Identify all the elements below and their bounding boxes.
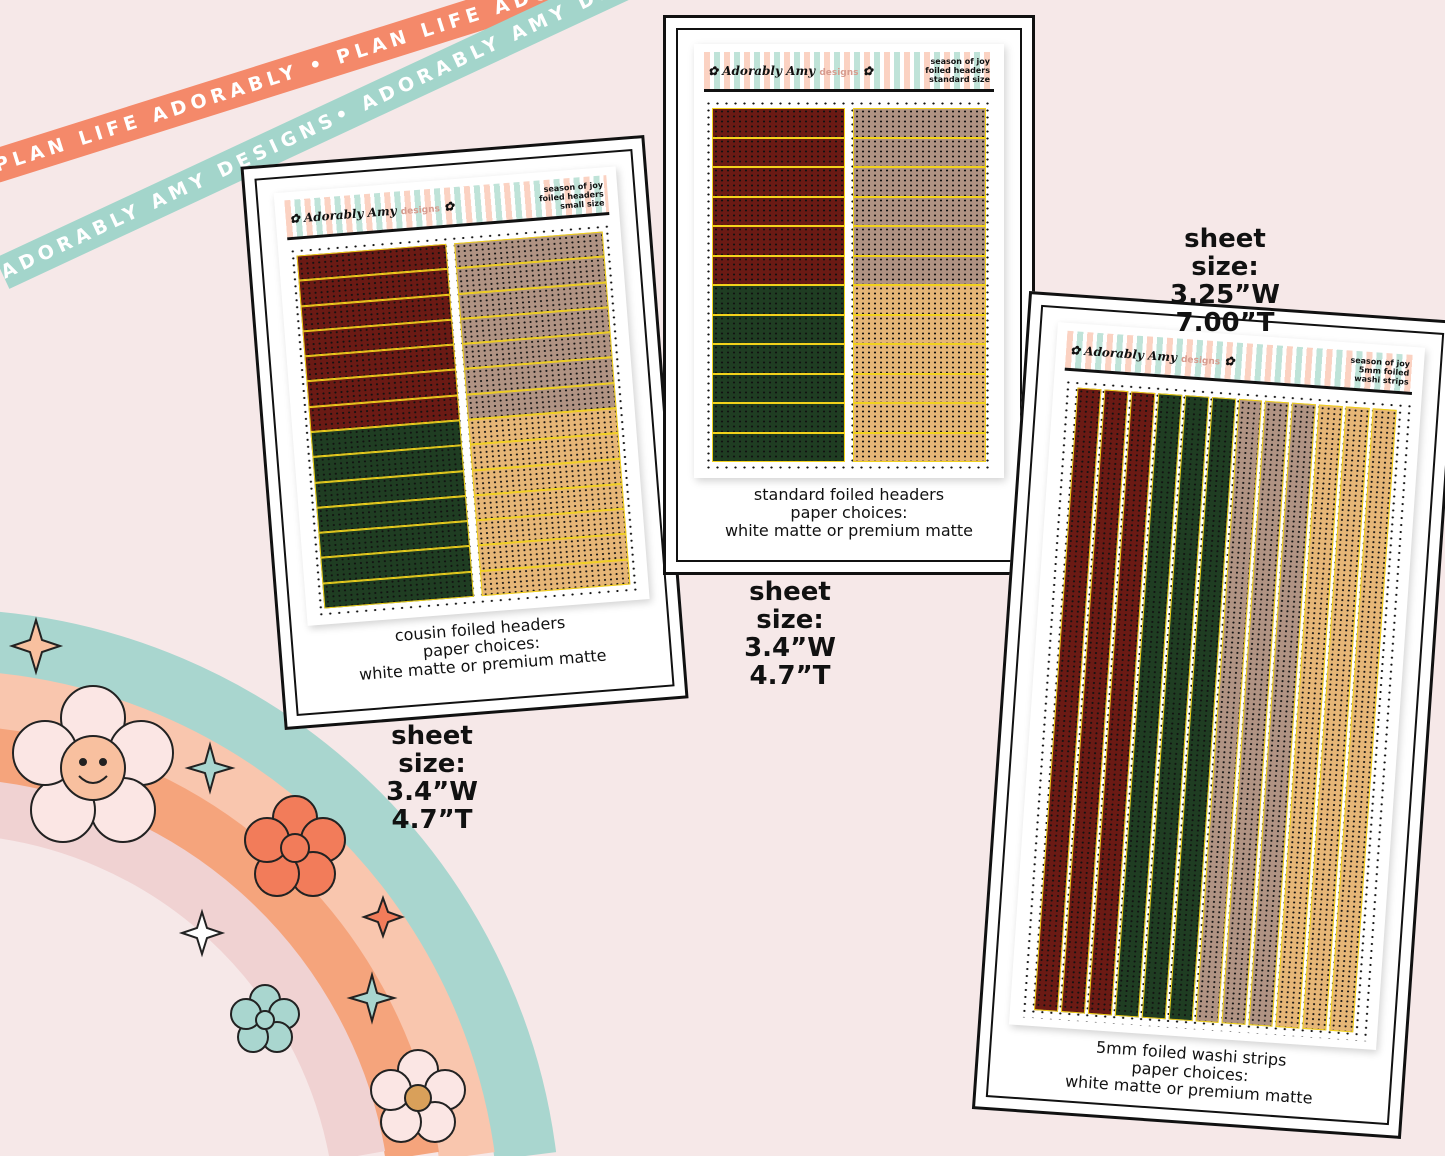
sticker-area xyxy=(288,222,640,618)
smiley-flower-icon xyxy=(12,685,174,843)
header-sticker-maroon xyxy=(712,226,845,256)
product-card-small: ✿ Adorably Amy designs ✿ season of joy fo… xyxy=(240,134,689,731)
sticker-sheet: ✿ Adorably Amy designs ✿ season of joy 5m… xyxy=(1008,322,1426,1051)
header-sticker-maroon xyxy=(712,196,845,226)
card-frame: ✿ Adorably Amy designs ✿ season of joy 5m… xyxy=(985,304,1445,1126)
brand-logo: ✿ Adorably Amy designs ✿ xyxy=(708,63,873,78)
flower-icon xyxy=(230,984,300,1053)
star-icon xyxy=(184,741,236,795)
header-sticker-green xyxy=(712,432,845,462)
card-frame: ✿ Adorably Amy designs ✿ season of joy fo… xyxy=(254,148,675,717)
header-sticker-taupe xyxy=(853,137,986,167)
header-sticker-taupe xyxy=(853,108,986,138)
brand-logo: ✿ Adorably Amy designs ✿ xyxy=(1069,342,1235,368)
sheet-label: season of joy foiled headers small size xyxy=(538,180,605,211)
header-sticker-maroon xyxy=(712,108,845,138)
sticker-sheet: ✿ Adorably Amy designs ✿ season of joy fo… xyxy=(694,44,1004,478)
star-icon xyxy=(346,971,398,1025)
sheet-size-label: sheet size: 3.25”W 7.00”T xyxy=(1170,224,1280,338)
sticker-area xyxy=(1019,378,1412,1042)
star-icon xyxy=(361,895,405,939)
header-sticker-green xyxy=(712,285,845,315)
header-sticker-tan xyxy=(853,373,986,403)
sheet-label: season of joy foiled headers standard size xyxy=(925,57,990,84)
header-sticker-maroon xyxy=(712,167,845,197)
star-icon xyxy=(8,616,64,676)
sticker-sheet: ✿ Adorably Amy designs ✿ season of joy fo… xyxy=(273,166,650,626)
flower-icon xyxy=(370,1049,466,1143)
header-sticker-taupe xyxy=(853,196,986,226)
header-sticker-tan xyxy=(853,403,986,433)
header-sticker-green xyxy=(712,314,845,344)
header-sticker-green xyxy=(712,373,845,403)
sticker-area xyxy=(704,100,994,470)
header-sticker-tan xyxy=(853,344,986,374)
header-sticker-green xyxy=(712,403,845,433)
header-sticker-maroon xyxy=(712,255,845,285)
header-sticker-green xyxy=(712,344,845,374)
header-sticker-taupe xyxy=(853,226,986,256)
rainbow-band xyxy=(0,611,557,1156)
header-sticker-tan xyxy=(853,314,986,344)
brand-logo: ✿ Adorably Amy designs ✿ xyxy=(289,198,455,226)
header-sticker-maroon xyxy=(712,137,845,167)
sheet-header: ✿ Adorably Amy designs ✿ season of joy fo… xyxy=(704,52,994,92)
header-sticker-tan xyxy=(853,285,986,315)
product-card-washi: ✿ Adorably Amy designs ✿ season of joy 5m… xyxy=(971,291,1445,1139)
header-sticker-taupe xyxy=(853,167,986,197)
card-frame: ✿ Adorably Amy designs ✿ season of joy fo… xyxy=(676,28,1022,562)
sheet-label: season of joy 5mm foiled washi strips xyxy=(1350,355,1411,387)
sheet-size-label: sheet size: 3.4”W 4.7”T xyxy=(386,721,478,835)
star-icon xyxy=(178,908,226,958)
product-caption: standard foiled headers paper choices: whi… xyxy=(724,485,974,540)
sheet-size-label: sheet size: 3.4”W 4.7”T xyxy=(744,577,836,691)
header-sticker-taupe xyxy=(853,255,986,285)
header-sticker-tan xyxy=(853,432,986,462)
product-card-standard: ✿ Adorably Amy designs ✿ season of joy fo… xyxy=(663,15,1035,575)
flower-icon xyxy=(244,795,346,897)
